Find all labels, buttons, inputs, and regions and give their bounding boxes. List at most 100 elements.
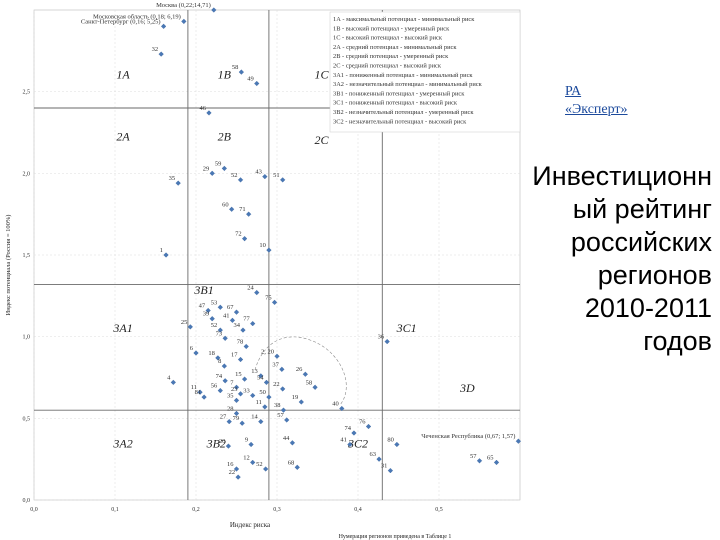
data-point-label-3: 32 [152,46,159,53]
legend: 1А - максимальный потенциал - минимальны… [333,16,483,125]
legend-entry-11: 3С2 - незначительный потенциал - высокий… [333,118,467,125]
title-line-3: российских [570,227,712,257]
legend-entry-7: 3А2 - незначительный потенциал - минимал… [333,81,483,88]
data-point-label-15: 72 [235,231,242,238]
data-point-66 [225,443,232,449]
data-point-label-31: 6 [190,345,194,352]
title-line-5: 2010-2011 [584,293,712,323]
data-point-2 [160,23,167,29]
data-point-71 [476,458,483,464]
data-point-label-32: 18 [208,350,215,357]
x-tick-label-3: 0,3 [273,507,281,513]
data-point-40 [241,376,248,382]
y-axis-label: Индекс потенциала (Россия = 100%) [5,215,12,316]
data-point-59 [284,417,290,423]
brand-label: РА «Эксперт» [565,83,695,119]
data-point-label-48: 56 [211,383,218,390]
data-point-23 [209,316,215,322]
title-line-1: Инвестиционн [532,161,712,191]
y-tick-label-3: 1,5 [23,253,31,259]
data-point-39 [302,371,308,377]
data-point-78 [235,474,241,480]
data-point-73 [376,456,382,462]
data-point-label-77: 52 [256,461,263,468]
zone-label-0: 1A [116,68,130,82]
title-line-2: ый рейтинг [572,194,712,224]
data-point-67 [248,441,254,448]
data-point-label-79: 68 [288,459,295,466]
data-point-6 [206,110,212,116]
data-point-label-0: Москва (0,22;14,71) [156,2,211,9]
data-point-69 [394,441,400,448]
data-point-75 [233,466,240,472]
brand-line-1: РА [565,84,582,99]
data-point-label-68: 44 [283,435,290,442]
x-tick-label-1: 0,1 [111,507,119,513]
zone-label-9: 3D [459,381,475,395]
legend-entry-2: 1С - высокий потенциал - высокий риск [333,35,443,42]
data-point-42 [263,379,270,386]
data-point-label-55: 11 [256,399,262,406]
data-point-5 [254,80,260,87]
x-tick-label-4: 0,4 [354,507,362,513]
data-point-30 [243,343,249,350]
data-point-62 [258,418,264,425]
data-point-label-13: 60 [222,201,229,208]
data-point-label-8: 29 [203,165,210,172]
data-point-0 [211,7,217,13]
data-point-label-46: 22 [273,381,280,388]
data-point-label-76: 12 [243,454,250,461]
legend-entry-3: 2А - средний потенциал - минимальный рис… [333,44,457,51]
y-tick-label-1: 0,5 [23,416,31,422]
data-point-label-73: 63 [370,451,377,458]
data-point-13 [229,206,235,212]
data-point-38 [279,366,285,372]
data-point-label-49: 23 [231,386,238,393]
data-point-label-29: 73 [216,330,223,337]
zone-label-11: 3B2 [206,437,226,451]
zone-labels: 1A 1B 1C 2A 2B 2C 3B1 3A1 3C1 3D 3A2 3B2 3C2 [112,68,475,451]
data-point-label-2: Санкт-Петербург (0,16; 5,25) [81,18,161,25]
title-line-6: годов [643,326,712,356]
y-tick-label-2: 1,0 [23,335,31,341]
data-point-label-58: 28 [227,405,234,412]
data-point-47 [197,389,203,395]
data-point-48 [217,387,223,394]
data-point-label-30: 78 [237,338,244,345]
data-points: Москва (0,22;14,71) Московская область (0… [81,2,521,480]
x-tick-label-5: 0,5 [435,507,443,513]
data-point-label-66: 20 [219,438,226,445]
data-point-label-40: 15 [235,371,242,378]
data-point-label-44: 7 [230,379,234,386]
data-point-label-41: 74 [216,373,223,380]
data-point-7 [221,165,227,172]
data-point-58 [233,410,240,417]
data-point-label-6: 46 [199,105,206,112]
data-point-54 [298,399,304,405]
data-point-label-53: 35 [227,392,234,399]
data-point-34 [237,356,244,363]
data-point-label-64: 76 [359,419,366,426]
data-point-56 [280,407,287,413]
data-point-35 [221,363,227,369]
zone-label-3: 2A [116,130,130,144]
data-point-72 [493,459,500,466]
data-point-label-33: 2, 20 [261,348,274,355]
data-point-68 [289,440,296,446]
data-point-79 [294,464,300,470]
data-point-16 [266,247,272,253]
data-point-15 [241,236,248,242]
data-point-76 [250,459,256,466]
data-point-41 [222,378,228,384]
data-point-44 [233,384,240,390]
data-point-12 [175,180,181,186]
data-point-20 [217,304,223,310]
data-point-24 [229,317,236,323]
data-point-77 [263,466,269,472]
data-point-label-27: 52 [211,322,218,329]
data-point-31 [193,350,199,356]
data-point-label-39: 26 [296,366,303,373]
data-point-29 [222,335,228,341]
data-point-label-23: 39 [203,311,210,318]
data-point-52 [201,394,207,400]
